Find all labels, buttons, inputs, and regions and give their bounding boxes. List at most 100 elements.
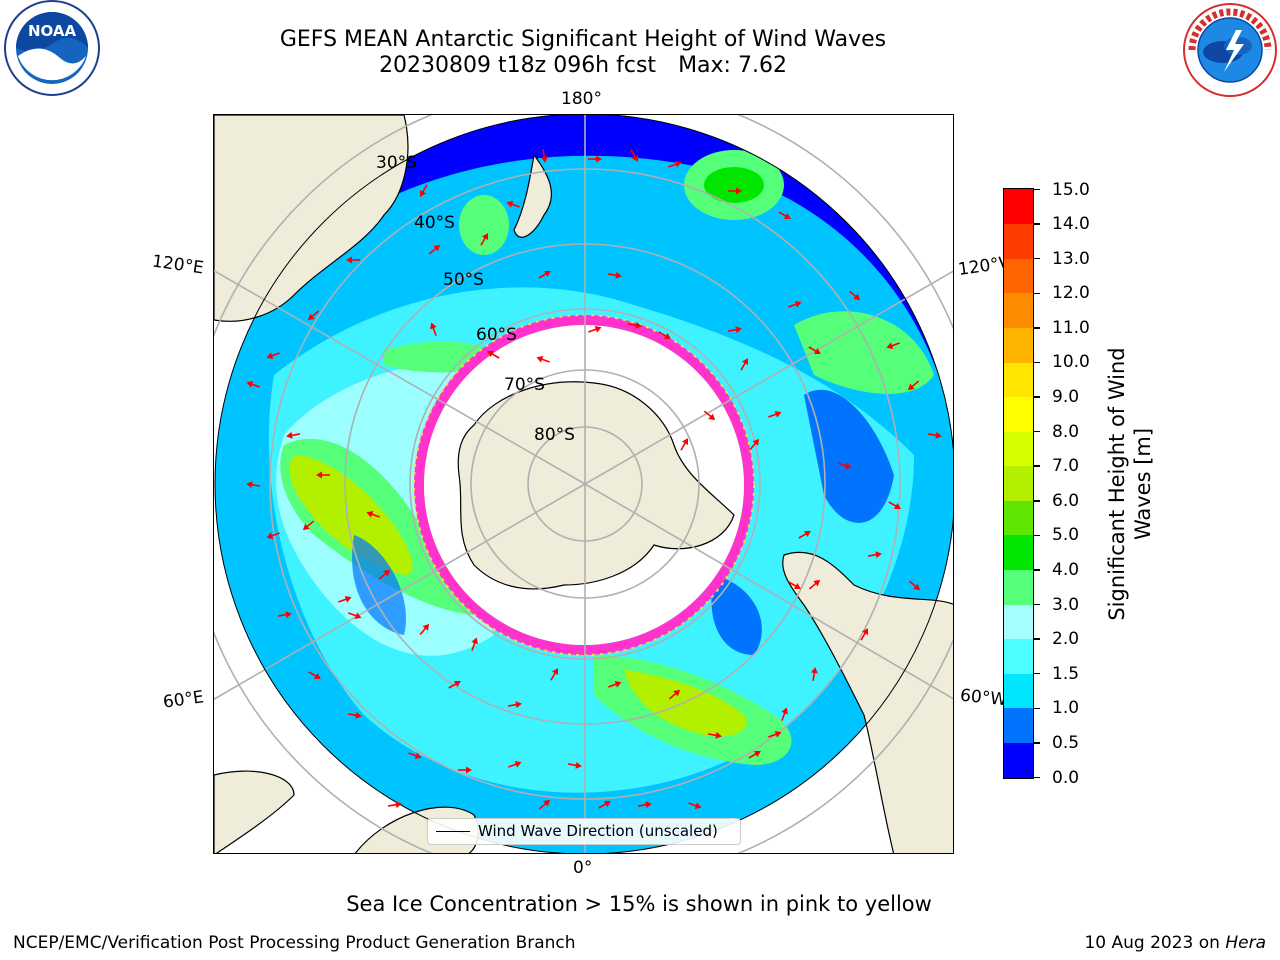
wave-direction-arrow: [246, 481, 261, 489]
colorbar-segment: [1004, 292, 1033, 328]
polar-map: [214, 115, 953, 853]
wave-direction-arrow: [550, 668, 559, 681]
colorbar-segment: [1004, 465, 1033, 501]
wave-direction-arrow: [347, 711, 362, 719]
nws-logo-icon: [1183, 3, 1277, 97]
wave-direction-arrow: [748, 750, 761, 759]
colorbar-tick-label: 9.0: [1052, 387, 1080, 408]
wave-direction-arrow: [728, 187, 742, 195]
wave-direction-arrow: [480, 233, 489, 246]
wave-direction-arrow: [277, 611, 292, 619]
colorbar-segment: [1004, 189, 1033, 225]
wave-direction-arrow: [378, 569, 391, 580]
colorbar-tick: [1034, 534, 1040, 537]
wave-direction-arrow: [598, 800, 611, 809]
wave-direction-arrow: [637, 801, 652, 809]
colorbar-tick-label: 1.5: [1052, 663, 1080, 684]
wave-direction-arrow: [808, 579, 821, 590]
colorbar-tick-label: 4.0: [1052, 559, 1080, 580]
wave-direction-arrow: [888, 501, 901, 510]
chart-subtitle: 20230809 t18z 096h fcst Max: 7.62: [0, 53, 1166, 79]
wave-direction-arrow: [688, 802, 702, 809]
colorbar-segment: [1004, 673, 1033, 709]
wave-direction-arrow: [346, 256, 360, 264]
colorbar-tick: [1034, 465, 1040, 467]
wave-direction-arrow: [798, 530, 811, 539]
wave-direction-arrow: [749, 438, 760, 451]
colorbar-segment: [1004, 604, 1033, 640]
wave-direction-arrow: [286, 431, 301, 439]
wave-direction-arrow: [366, 511, 380, 518]
colorbar-segment: [1004, 361, 1033, 398]
noaa-logo-icon: NOAA: [4, 0, 100, 96]
wave-direction-arrow: [538, 799, 551, 810]
wave-direction-arrow: [540, 148, 548, 163]
colorbar-tick: [1034, 569, 1040, 571]
colorbar-segment: [1004, 500, 1033, 536]
colorbar-segment: [1004, 534, 1033, 571]
wave-direction-arrow: [668, 161, 682, 168]
colorbar-segment: [1004, 327, 1033, 363]
credit-text: NCEP/EMC/Verification Post Processing Pr…: [13, 933, 576, 953]
wave-direction-arrow: [266, 352, 280, 359]
map-panel[interactable]: [213, 114, 954, 854]
wave-direction-arrow: [808, 346, 821, 355]
wave-direction-arrow: [908, 580, 921, 591]
colorbar-segment: [1004, 742, 1033, 778]
wave-direction-arrow: [246, 381, 260, 388]
wave-direction-arrow: [448, 680, 461, 689]
wind-wave-arrows: [246, 148, 942, 810]
colorbar-tick-label: 7.0: [1052, 456, 1080, 477]
wave-direction-arrow: [567, 761, 582, 769]
host-name: Hera: [1225, 933, 1266, 953]
lon-label-60w: 60°W: [959, 685, 1008, 711]
run-info: 20230809 t18z 096h fcst: [379, 53, 657, 78]
wave-direction-arrow: [316, 471, 330, 479]
lat-label-50s: 50°S: [443, 270, 484, 290]
lon-label-0: 0°: [573, 858, 593, 878]
wave-direction-arrow: [430, 322, 437, 336]
colorbar-tick-label: 11.0: [1052, 317, 1090, 338]
wave-direction-arrow: [608, 681, 622, 688]
wave-direction-arrow: [707, 731, 722, 739]
colorbar-segment: [1004, 707, 1033, 743]
lat-label-80s: 80°S: [534, 425, 575, 445]
colorbar-tick-label: 3.0: [1052, 594, 1080, 615]
wave-direction-arrow: [927, 431, 942, 439]
wave-direction-arrow: [266, 532, 280, 539]
wave-direction-arrow: [471, 637, 478, 651]
lon-label-180: 180°: [561, 89, 602, 109]
colorbar-segment: [1004, 396, 1033, 432]
lon-label-120e: 120°E: [150, 251, 205, 279]
wave-direction-arrow: [419, 623, 430, 636]
colorbar-tick-label: 5.0: [1052, 525, 1080, 546]
wave-direction-arrow: [308, 671, 321, 680]
colorbar-tick-label: 15.0: [1052, 179, 1090, 200]
colorbar-tick: [1034, 707, 1040, 710]
sea-ice-note: Sea Ice Concentration > 15% is shown in …: [346, 892, 932, 916]
wave-direction-arrow: [588, 326, 602, 333]
wave-direction-arrow: [338, 596, 352, 603]
colorbar-tick: [1034, 327, 1040, 329]
wave-direction-arrow: [538, 270, 551, 279]
wave-direction-arrow: [302, 520, 315, 531]
wave-direction-arrow: [307, 310, 320, 321]
wave-direction-arrow: [630, 149, 639, 162]
wave-direction-arrow: [740, 358, 749, 371]
wave-direction-arrow: [848, 290, 861, 301]
colorbar-tick: [1034, 776, 1040, 779]
wave-direction-arrow: [860, 628, 869, 641]
wave-direction-arrow: [703, 410, 716, 421]
colorbar-tick: [1034, 430, 1040, 433]
colorbar-tick: [1034, 603, 1040, 606]
wave-direction-arrow: [727, 326, 742, 334]
lon-label-60e: 60°E: [161, 687, 206, 713]
wave-direction-arrow: [419, 184, 428, 197]
colorbar-tick: [1034, 292, 1040, 294]
wave-direction-arrow: [627, 321, 642, 329]
colorbar-tick-label: 0.0: [1052, 767, 1080, 788]
wave-direction-arrow: [781, 707, 788, 721]
colorbar-tick: [1034, 672, 1040, 675]
legend-line-icon: [436, 831, 470, 833]
colorbar-segment: [1004, 223, 1033, 259]
